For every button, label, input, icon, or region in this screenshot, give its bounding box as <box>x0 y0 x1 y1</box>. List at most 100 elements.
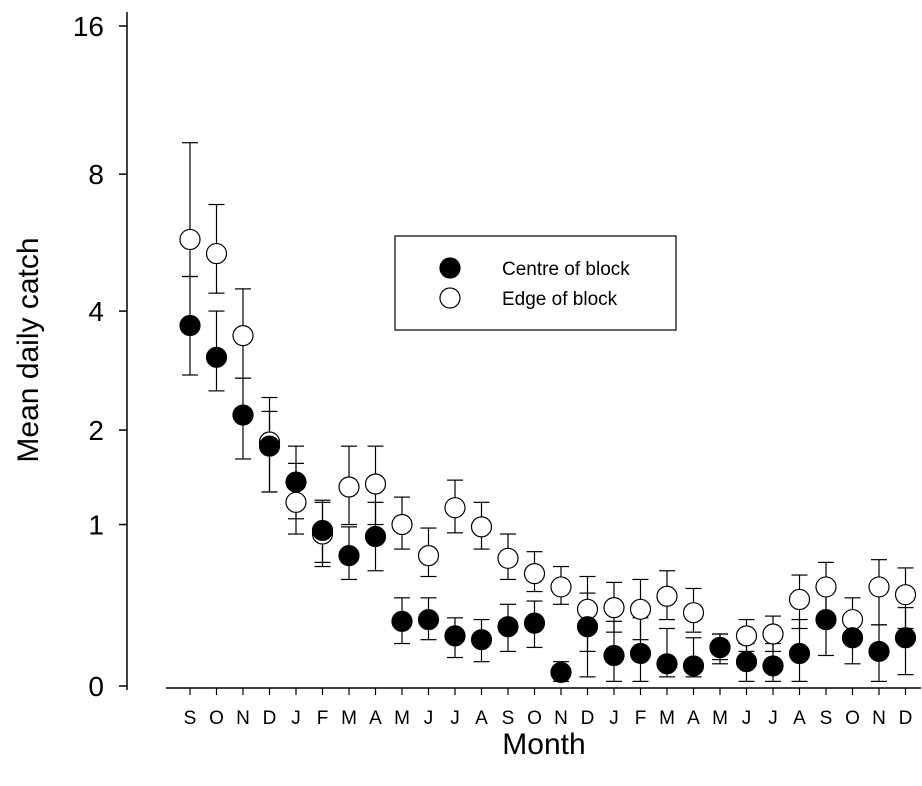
point-centre <box>629 642 652 665</box>
point-edge <box>444 497 466 519</box>
legend-marker-edge <box>439 287 461 309</box>
point-edge <box>470 516 493 538</box>
x-tick-label-n: N <box>872 708 886 729</box>
point-centre <box>179 314 201 337</box>
point-centre <box>417 608 440 631</box>
point-edge <box>894 584 917 606</box>
point-centre <box>444 625 466 647</box>
point-centre <box>338 545 360 567</box>
x-tick-label-f: F <box>635 708 647 729</box>
points <box>179 228 917 684</box>
point-centre <box>311 519 334 542</box>
point-centre <box>576 616 599 638</box>
legend-label-edge: Edge of block <box>502 289 618 310</box>
point-edge <box>603 597 625 619</box>
point-centre <box>603 644 625 667</box>
x-tick-label-j: J <box>609 708 619 729</box>
x-tick-label-f: F <box>317 708 329 729</box>
axes <box>126 12 921 690</box>
legend: Centre of block Edge of block <box>394 235 677 331</box>
x-tick-label-j: J <box>450 708 460 729</box>
x-tick-label-s: S <box>184 708 197 729</box>
point-centre <box>815 608 837 631</box>
point-centre <box>788 642 811 665</box>
x-tick-label-d: D <box>581 708 595 729</box>
point-edge <box>497 547 519 569</box>
x-tick-label-j: J <box>424 708 434 729</box>
point-edge <box>232 325 254 347</box>
x-tick-label-d: D <box>899 708 913 729</box>
point-centre <box>205 346 228 368</box>
point-centre <box>762 655 784 677</box>
x-tick-label-s: S <box>820 708 833 729</box>
x-tick-label-a: A <box>687 708 700 729</box>
errorbar-edge <box>182 142 198 278</box>
point-centre <box>868 640 890 663</box>
legend-marker-centre <box>439 257 461 279</box>
point-centre <box>470 629 493 651</box>
x-tick-label-j: J <box>742 708 752 729</box>
point-edge <box>815 576 837 598</box>
point-centre <box>391 610 413 632</box>
x-tick-label-n: N <box>554 708 568 729</box>
point-centre <box>364 525 387 548</box>
x-tick-label-m: M <box>659 708 675 729</box>
x-tick-label-m: M <box>341 708 357 729</box>
x-tick-label-s: S <box>502 708 515 729</box>
point-edge <box>550 576 572 598</box>
x-axis-title: Month <box>502 728 585 761</box>
point-edge <box>868 576 890 598</box>
x-tick-label-m: M <box>712 708 728 729</box>
point-centre <box>497 616 519 638</box>
point-centre <box>894 627 917 649</box>
point-edge <box>841 608 864 631</box>
x-tick-label-j: J <box>768 708 778 729</box>
y-tick-label-0: 0 <box>88 671 104 702</box>
point-centre <box>523 612 546 634</box>
point-edge <box>523 563 546 585</box>
point-edge <box>338 476 360 498</box>
point-centre <box>258 435 281 457</box>
x-tick-label-j: J <box>291 708 301 729</box>
x-tick-label-a: A <box>369 708 382 729</box>
x-tick-label-o: O <box>845 708 860 729</box>
point-edge <box>364 473 387 495</box>
point-edge <box>391 513 413 536</box>
x-tick-label-d: D <box>263 708 277 729</box>
y-tick-label-4: 4 <box>88 296 104 327</box>
point-edge <box>285 491 307 513</box>
point-edge <box>656 585 678 607</box>
point-edge <box>788 588 811 611</box>
point-edge <box>417 545 440 567</box>
point-centre <box>232 404 254 426</box>
legend-label-centre: Centre of block <box>502 259 630 280</box>
y-tick-label-8: 8 <box>88 159 104 190</box>
point-edge <box>179 228 201 251</box>
point-edge <box>735 625 758 647</box>
point-edge <box>205 242 228 265</box>
legend-box <box>394 235 677 331</box>
point-centre <box>285 471 307 493</box>
y-tick-label-16: 16 <box>73 11 104 42</box>
point-centre <box>841 627 864 649</box>
y-tick-label-2: 2 <box>88 415 104 446</box>
point-centre <box>550 661 572 684</box>
x-tick-label-o: O <box>527 708 542 729</box>
x-tick-label-n: N <box>236 708 250 729</box>
point-centre <box>682 655 705 677</box>
x-tick-label-a: A <box>475 708 488 729</box>
x-tick-label-o: O <box>209 708 224 729</box>
y-axis-title: Mean daily catch <box>12 237 45 462</box>
point-centre <box>735 651 758 673</box>
x-tick-label-a: A <box>793 708 806 729</box>
point-edge <box>762 623 784 645</box>
point-centre <box>656 653 678 675</box>
point-edge <box>629 598 652 620</box>
point-edge <box>682 602 705 624</box>
y-ticks: 0 1 2 4 8 16 <box>73 11 127 702</box>
point-centre <box>709 636 731 659</box>
y-tick-label-1: 1 <box>88 510 104 541</box>
x-tick-label-m: M <box>394 708 410 729</box>
